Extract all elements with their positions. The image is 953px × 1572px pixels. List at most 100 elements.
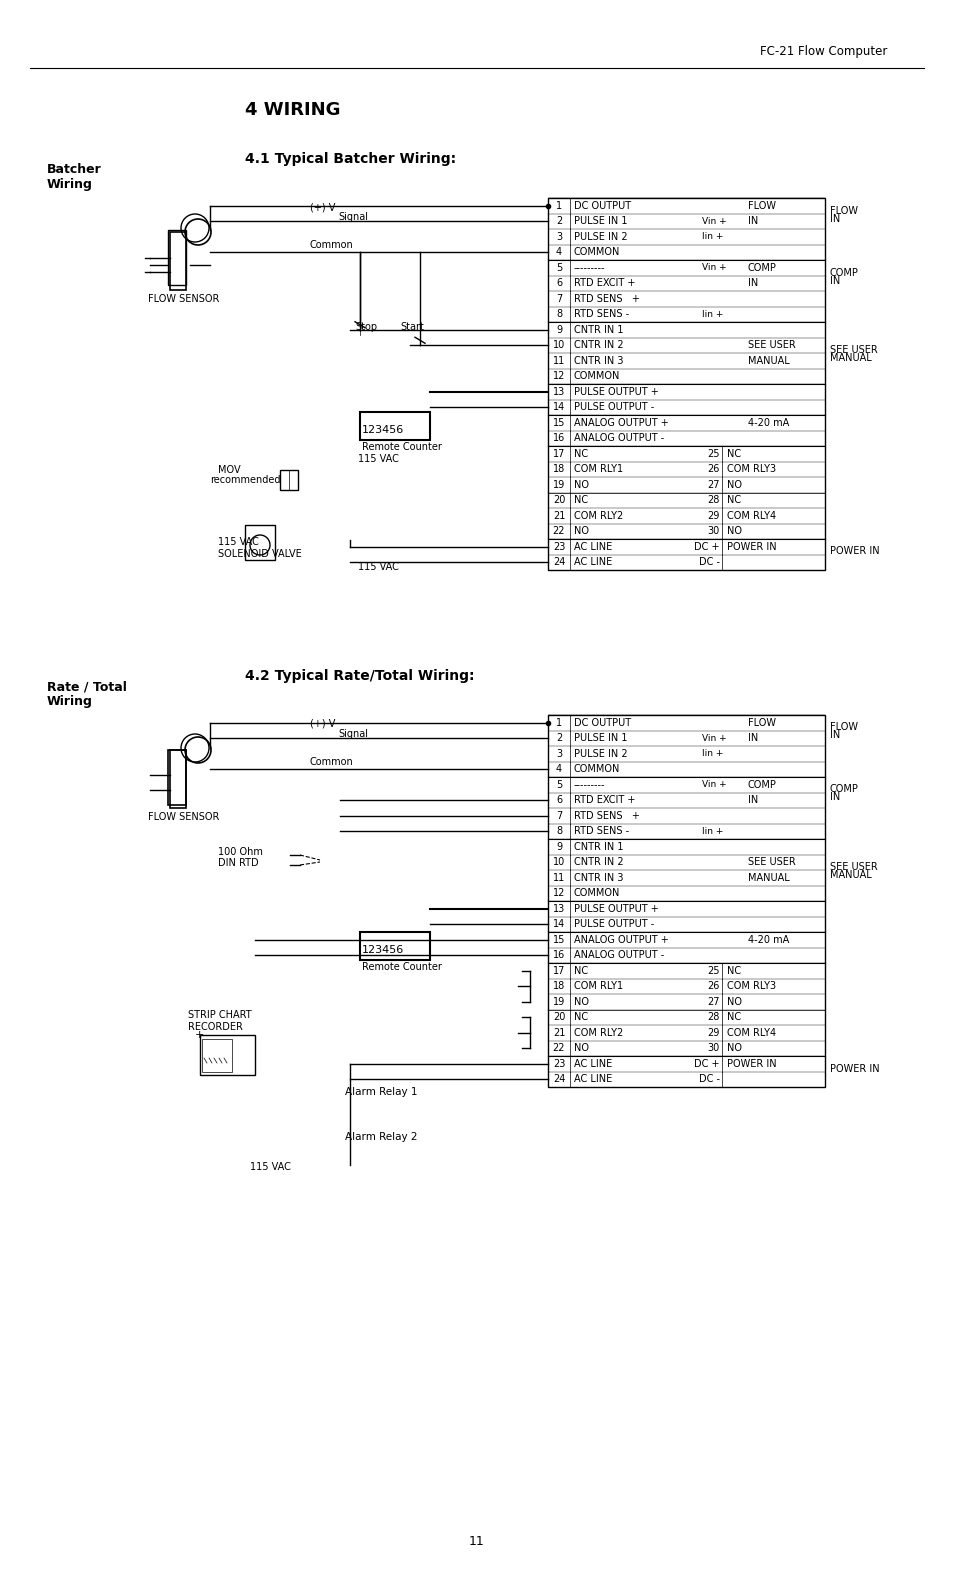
Text: 123456: 123456 — [361, 424, 404, 435]
Text: 27: 27 — [707, 479, 720, 490]
Text: COMMON: COMMON — [574, 764, 619, 775]
Text: PULSE IN 1: PULSE IN 1 — [574, 733, 627, 744]
Text: PULSE OUTPUT +: PULSE OUTPUT + — [574, 387, 659, 396]
Text: POWER IN: POWER IN — [829, 1064, 879, 1074]
Text: 25: 25 — [707, 965, 720, 976]
Text: COMMON: COMMON — [574, 247, 619, 258]
Text: Common: Common — [310, 241, 354, 250]
Text: COMMON: COMMON — [574, 371, 619, 382]
Text: Start: Start — [399, 322, 423, 332]
Text: Alarm Relay 1: Alarm Relay 1 — [345, 1086, 417, 1097]
Text: Vin +: Vin + — [701, 734, 726, 742]
Text: ---------: --------- — [574, 263, 605, 274]
Text: IN: IN — [829, 275, 840, 286]
Text: 26: 26 — [707, 981, 720, 992]
Text: 24: 24 — [552, 556, 564, 567]
Text: NO: NO — [726, 527, 741, 536]
Text: IN: IN — [829, 731, 840, 740]
Bar — [245, 525, 274, 560]
Text: 29: 29 — [707, 1028, 720, 1038]
Text: Vin +: Vin + — [701, 263, 726, 272]
Text: 29: 29 — [707, 511, 720, 520]
Text: DC +: DC + — [694, 1060, 720, 1069]
Text: SEE USER: SEE USER — [829, 344, 877, 355]
Text: AC LINE: AC LINE — [574, 1060, 612, 1069]
Bar — [280, 470, 297, 490]
Text: AC LINE: AC LINE — [574, 556, 612, 567]
Text: 7: 7 — [556, 294, 561, 303]
Text: 15: 15 — [552, 418, 564, 428]
Text: 28: 28 — [707, 1012, 720, 1022]
Text: Alarm Relay 2: Alarm Relay 2 — [345, 1132, 417, 1141]
Text: SEE USER: SEE USER — [747, 340, 795, 351]
Text: MANUAL: MANUAL — [829, 869, 871, 880]
Text: IN: IN — [747, 217, 758, 226]
Text: CNTR IN 1: CNTR IN 1 — [574, 841, 623, 852]
Text: COM RLY4: COM RLY4 — [726, 1028, 776, 1038]
Text: DC OUTPUT: DC OUTPUT — [574, 201, 631, 211]
Text: Batcher
Wiring: Batcher Wiring — [47, 163, 102, 192]
Text: 3: 3 — [556, 748, 561, 759]
Text: 17: 17 — [552, 965, 564, 976]
Text: Vin +: Vin + — [701, 780, 726, 789]
Text: 3: 3 — [556, 231, 561, 242]
Text: COM RLY2: COM RLY2 — [574, 511, 622, 520]
Text: PULSE OUTPUT -: PULSE OUTPUT - — [574, 920, 654, 929]
Bar — [200, 1034, 254, 1075]
Text: Remote Counter: Remote Counter — [361, 442, 441, 453]
Text: FLOW: FLOW — [747, 718, 775, 728]
Text: CNTR IN 2: CNTR IN 2 — [574, 340, 623, 351]
Text: 7: 7 — [556, 811, 561, 821]
Text: 10: 10 — [553, 857, 564, 868]
Text: recommended: recommended — [210, 475, 280, 486]
Text: FLOW SENSOR: FLOW SENSOR — [148, 813, 219, 822]
Text: AC LINE: AC LINE — [574, 542, 612, 552]
Text: COM RLY3: COM RLY3 — [726, 981, 776, 992]
Text: 115 VAC: 115 VAC — [357, 454, 398, 464]
Text: FLOW SENSOR: FLOW SENSOR — [148, 294, 219, 303]
Text: PULSE IN 2: PULSE IN 2 — [574, 231, 627, 242]
Text: IN: IN — [747, 733, 758, 744]
Text: 16: 16 — [553, 949, 564, 960]
Text: 4: 4 — [556, 247, 561, 258]
Text: 6: 6 — [556, 795, 561, 805]
Text: 21: 21 — [552, 1028, 564, 1038]
Text: POWER IN: POWER IN — [829, 547, 879, 556]
Text: PULSE IN 1: PULSE IN 1 — [574, 217, 627, 226]
Bar — [359, 932, 430, 960]
Text: 30: 30 — [707, 527, 720, 536]
Bar — [202, 1039, 232, 1072]
Text: 21: 21 — [552, 511, 564, 520]
Text: 5: 5 — [556, 263, 561, 274]
Text: RECORDER: RECORDER — [188, 1022, 243, 1031]
Text: ANALOG OUTPUT -: ANALOG OUTPUT - — [574, 949, 663, 960]
Text: RTD SENS   +: RTD SENS + — [574, 811, 639, 821]
Text: 6: 6 — [556, 278, 561, 288]
Text: 13: 13 — [553, 904, 564, 913]
Text: 100 Ohm: 100 Ohm — [218, 847, 263, 857]
Text: IN: IN — [747, 795, 758, 805]
Text: MANUAL: MANUAL — [747, 355, 789, 366]
Text: 11: 11 — [553, 355, 564, 366]
Text: 8: 8 — [556, 310, 561, 319]
Text: (+) V: (+) V — [310, 201, 335, 212]
Text: 22: 22 — [552, 1044, 565, 1053]
Text: RTD SENS -: RTD SENS - — [574, 310, 628, 319]
Text: RTD SENS -: RTD SENS - — [574, 827, 628, 836]
Text: IN: IN — [829, 792, 840, 802]
Text: DIN RTD: DIN RTD — [218, 858, 258, 868]
Text: POWER IN: POWER IN — [726, 1060, 776, 1069]
Text: CNTR IN 2: CNTR IN 2 — [574, 857, 623, 868]
Text: CNTR IN 3: CNTR IN 3 — [574, 355, 623, 366]
Text: NC: NC — [574, 448, 587, 459]
Text: Rate / Total
Wiring: Rate / Total Wiring — [47, 681, 127, 707]
Text: 5: 5 — [556, 780, 561, 789]
Text: 11: 11 — [469, 1534, 484, 1548]
Text: 19: 19 — [553, 997, 564, 1006]
Text: PULSE OUTPUT -: PULSE OUTPUT - — [574, 402, 654, 412]
Text: CNTR IN 1: CNTR IN 1 — [574, 325, 623, 335]
Text: 123456: 123456 — [361, 945, 404, 956]
Text: 15: 15 — [552, 935, 564, 945]
Text: Iin +: Iin + — [701, 233, 722, 241]
Bar — [547, 198, 824, 571]
